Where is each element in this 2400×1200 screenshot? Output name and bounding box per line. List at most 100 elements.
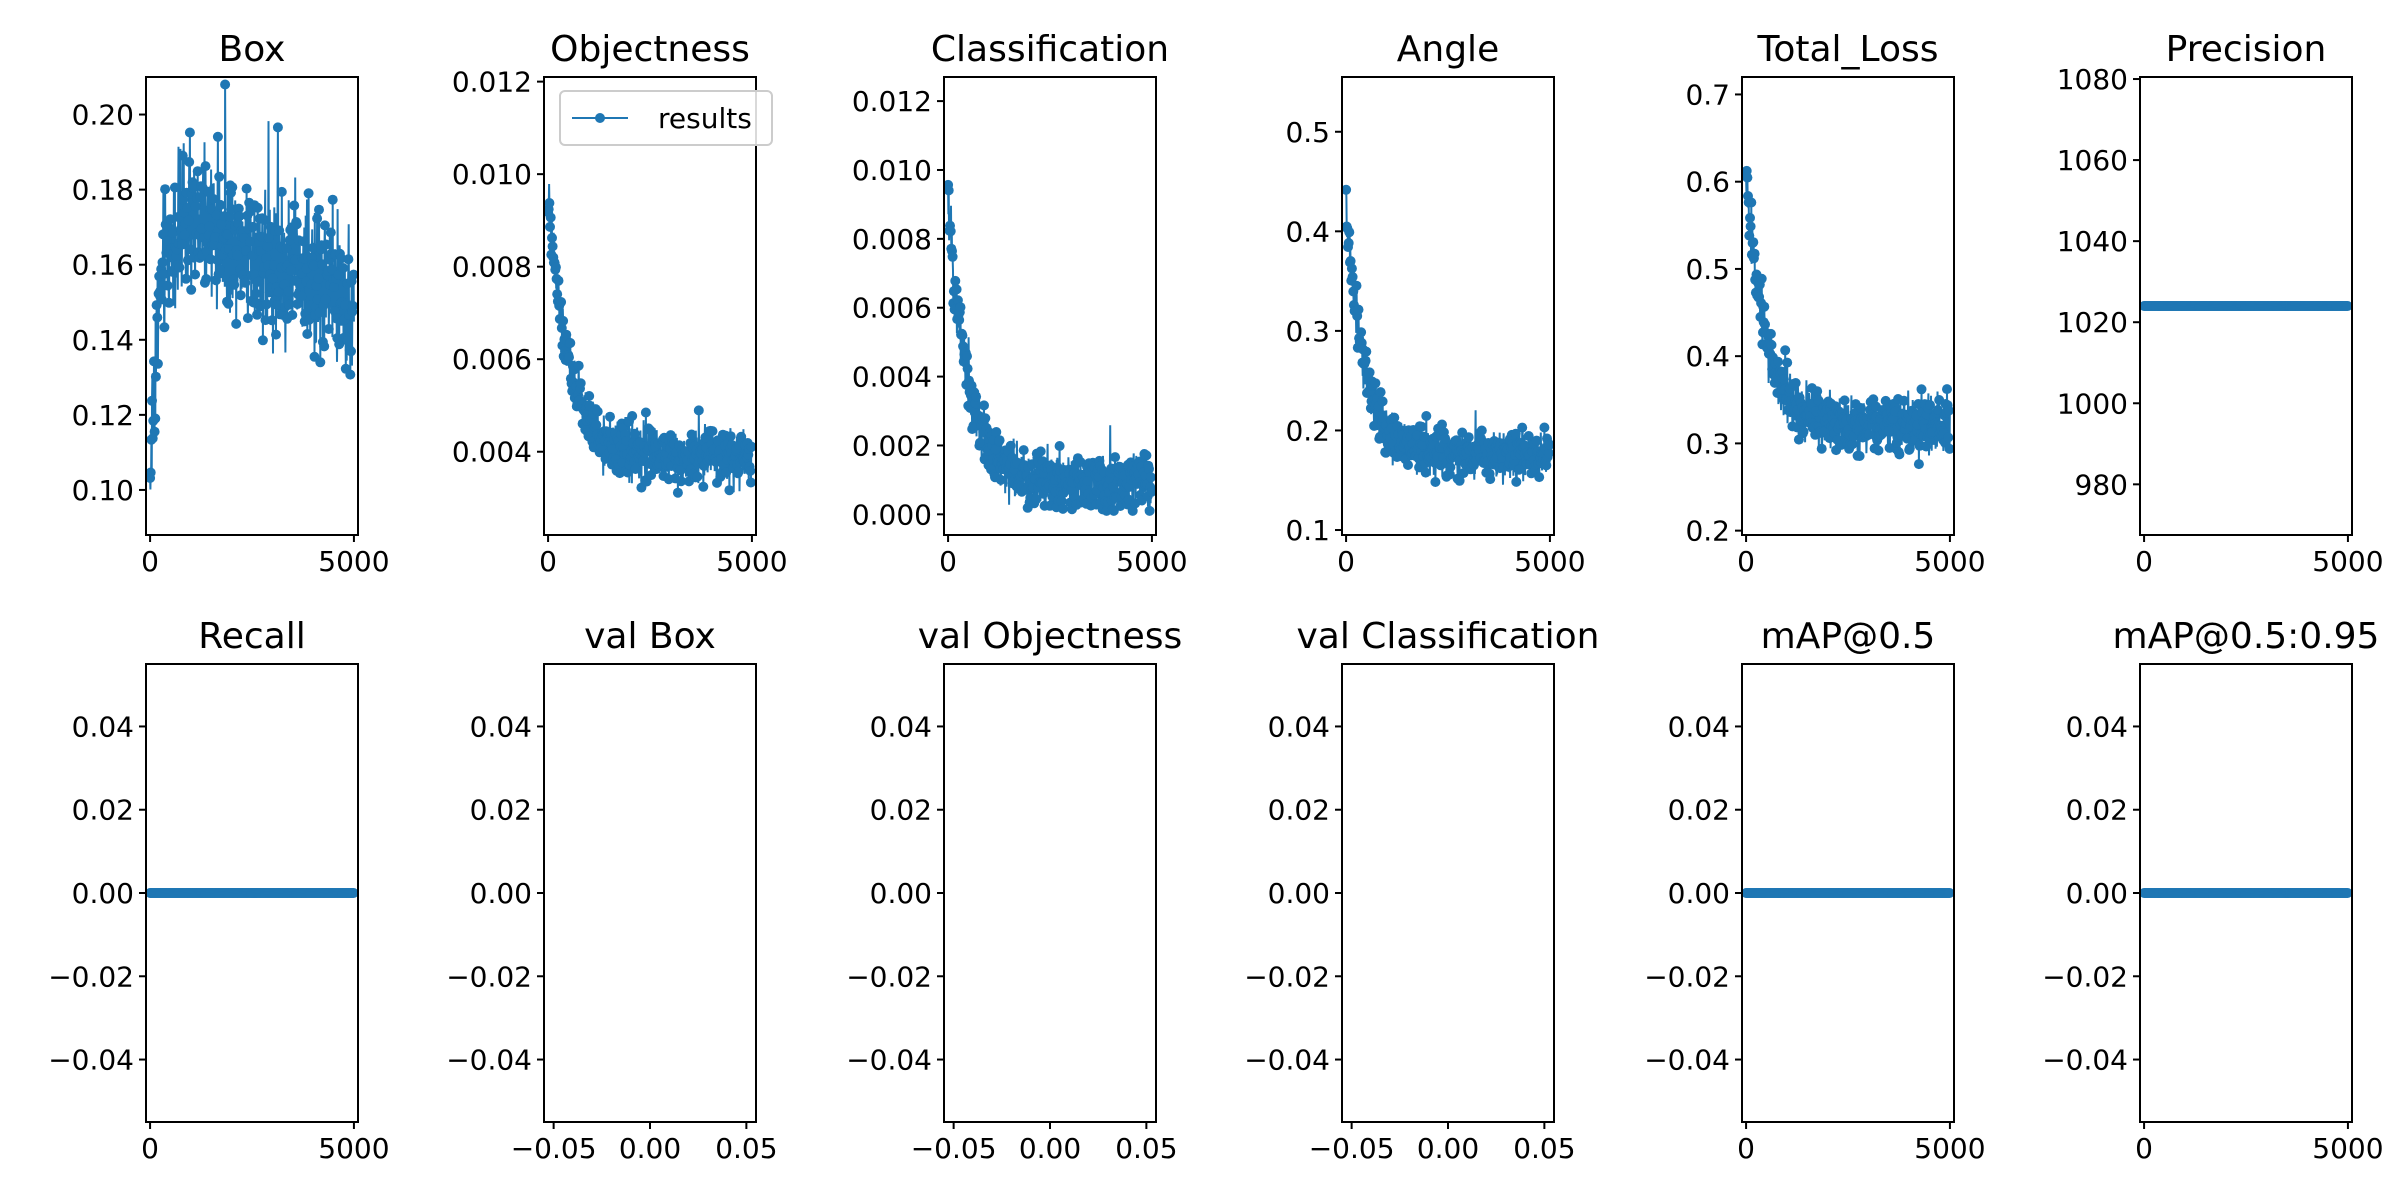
data-point (1816, 443, 1827, 454)
y-tick-label: 0.012 (452, 66, 532, 99)
data-point (945, 226, 956, 237)
data-point (640, 407, 651, 418)
data-point (1766, 339, 1777, 350)
data-point (1534, 472, 1545, 483)
y-tick-label: 0.00 (72, 877, 134, 910)
y-tick-label: 0.02 (1268, 794, 1330, 827)
data-point (1773, 356, 1783, 367)
data-point (190, 269, 201, 280)
data-point (345, 369, 356, 380)
axes-frame (1741, 76, 1955, 536)
y-tick-label: 0.006 (852, 292, 932, 325)
data-point (314, 204, 324, 215)
data-point (1351, 280, 1362, 291)
data-point (327, 194, 338, 205)
panel-val_classification: val Classification −0.05 0.00 0.05 −0.04 −0.0… (1244, 616, 1599, 1165)
data-point (167, 228, 178, 239)
data-point (1745, 221, 1756, 232)
y-tick-label: 0.3 (1285, 315, 1330, 348)
data-point (1035, 446, 1046, 457)
data-point (1343, 238, 1354, 248)
x-tick-label: 0.05 (715, 1132, 777, 1165)
y-tick-label: 0.006 (452, 343, 532, 376)
data-point (1531, 435, 1542, 446)
data-point (348, 888, 358, 898)
data-point (951, 284, 962, 295)
x-tick-label: 5000 (1116, 545, 1187, 578)
x-tick-label: 5000 (1914, 1132, 1985, 1165)
data-point (267, 273, 278, 284)
panel-title: Recall (198, 616, 305, 657)
data-point (150, 413, 161, 424)
data-point (192, 166, 203, 177)
data-point (676, 476, 687, 487)
data-point (1543, 448, 1554, 459)
data-point (338, 263, 349, 273)
data-point (1360, 355, 1371, 366)
data-point (1454, 475, 1465, 486)
data-point (267, 315, 278, 326)
series-markers (2140, 888, 2352, 898)
y-tick-label: 0.02 (870, 794, 932, 827)
data-point (1904, 443, 1915, 454)
data-point (177, 150, 188, 161)
data-point (181, 273, 191, 284)
series-markers (146, 79, 358, 483)
y-tick-label: 0.02 (470, 794, 532, 827)
data-point (1031, 494, 1042, 505)
data-point (184, 127, 195, 138)
y-tick-label: −0.04 (1244, 1044, 1330, 1077)
data-point (1944, 888, 1954, 898)
axes-frame (2139, 76, 2353, 536)
series-markers (1342, 184, 1554, 487)
x-tick-label: 0 (2135, 1132, 2153, 1165)
data-point (550, 262, 561, 273)
data-point (250, 288, 261, 299)
y-tick-label: 0.14 (72, 324, 134, 357)
y-tick-label: 0.04 (1268, 710, 1330, 743)
data-point (203, 186, 214, 197)
data-point (622, 467, 633, 478)
data-point (179, 229, 190, 240)
axes-frame (145, 76, 359, 536)
data-point (980, 413, 991, 424)
y-tick-label: −0.02 (1244, 960, 1330, 993)
axes-frame (543, 76, 757, 536)
data-point (1544, 439, 1554, 450)
data-point (201, 274, 212, 284)
panel-title: Total_Loss (1756, 29, 1938, 70)
x-tick-label: 5000 (1914, 545, 1985, 578)
y-tick-label: 0.5 (1285, 116, 1330, 149)
data-point (1765, 328, 1776, 339)
data-point (177, 239, 187, 250)
data-point (962, 351, 972, 362)
y-tick-label: 1080 (2057, 63, 2128, 96)
data-point (1916, 384, 1927, 395)
panel-title: Box (219, 29, 286, 70)
data-point (957, 330, 968, 341)
y-tick-label: 0.04 (2066, 710, 2128, 743)
data-point (262, 241, 273, 252)
data-point (311, 281, 322, 291)
data-point (162, 236, 172, 247)
series-results (544, 183, 756, 498)
y-tick-label: −0.04 (48, 1044, 134, 1077)
data-point (1943, 432, 1954, 443)
y-tick-label: 0.10 (72, 474, 134, 507)
data-point (725, 431, 736, 442)
data-point (342, 335, 353, 346)
series-results (146, 888, 358, 898)
data-point (147, 395, 157, 406)
data-point (208, 194, 219, 204)
data-point (183, 215, 194, 226)
data-point (1847, 439, 1858, 450)
x-tick-label: 0 (1737, 1132, 1755, 1165)
data-point (296, 291, 307, 302)
data-point (1082, 476, 1093, 487)
data-point (1141, 450, 1152, 461)
data-point (1513, 464, 1524, 475)
y-tick-label: 0.00 (1268, 877, 1330, 910)
data-point (573, 360, 584, 371)
data-point (1873, 445, 1884, 456)
